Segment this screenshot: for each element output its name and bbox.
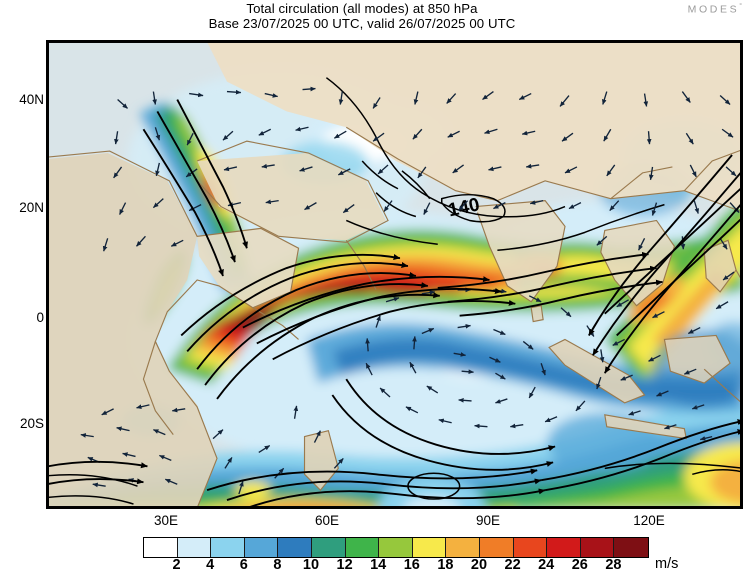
modes-logo: MODES° [688, 3, 742, 16]
colorbar-swatch [144, 538, 178, 557]
modes-logo-text: MODES [687, 3, 740, 16]
y-tick-label-0: 0 [36, 310, 44, 325]
colorbar-tick-labels: 2 4 6 8 10 12 14 16 18 20 22 24 26 28 [143, 557, 647, 575]
colorbar-tick: 12 [336, 557, 353, 573]
x-tick-label-30e: 30E [153, 513, 179, 528]
colorbar-swatch [580, 538, 615, 557]
modes-logo-mark: ° [739, 3, 742, 10]
y-tick-label-20s: 20S [19, 416, 44, 431]
colorbar-tick: 6 [239, 557, 248, 573]
x-tick-label-60e: 60E [314, 513, 340, 528]
coastlines [48, 126, 741, 507]
colorbar-tick: 14 [370, 557, 387, 573]
map-plot-area: 140 [46, 40, 743, 509]
colorbar-swatch [345, 538, 380, 557]
colorbar-swatch [547, 538, 581, 557]
colorbar-swatch [513, 538, 548, 557]
colorbar-tick: 24 [538, 557, 555, 573]
colorbar-swatch [379, 538, 413, 557]
colorbar-tick: 16 [403, 557, 420, 573]
x-tick-label-90e: 90E [475, 513, 501, 528]
page-title: Total circulation (all modes) at 850 hPa [246, 1, 478, 16]
colorbar-swatch [446, 538, 480, 557]
colorbar-tick: 2 [172, 557, 181, 573]
colorbar-tick: 26 [571, 557, 588, 573]
y-tick-label-20n: 20N [19, 200, 44, 215]
colorbar-swatch [311, 538, 346, 557]
colorbar-swatch [278, 538, 312, 557]
colorbar-tick: 10 [302, 557, 320, 573]
colorbar-swatch [244, 538, 279, 557]
y-tick-label-40n: 40N [19, 92, 44, 107]
colorbar-swatch [177, 538, 212, 557]
colorbar-swatch [412, 538, 447, 557]
colorbar-units-label: m/s [655, 556, 679, 572]
colorbar-swatch [479, 538, 514, 557]
colorbar-swatch [614, 538, 648, 557]
colorbar-swatch [211, 538, 245, 557]
colorbar-tick: 18 [437, 557, 454, 573]
colorbar-tick: 8 [273, 557, 282, 573]
chart-title-block: Total circulation (all modes) at 850 hPa… [0, 1, 750, 31]
chart-subtitle: Base 23/07/2025 00 UTC, valid 26/07/2025… [208, 16, 516, 31]
colorbar-tick: 4 [206, 557, 215, 573]
colorbar [143, 537, 649, 558]
height-contours [48, 77, 741, 505]
colorbar-tick: 20 [470, 557, 488, 573]
colorbar-tick: 22 [504, 557, 521, 573]
map-canvas: 140 [48, 42, 741, 507]
wind-streamlines [48, 99, 741, 507]
colorbar-tick: 28 [605, 557, 622, 573]
x-tick-label-120e: 120E [633, 513, 665, 528]
